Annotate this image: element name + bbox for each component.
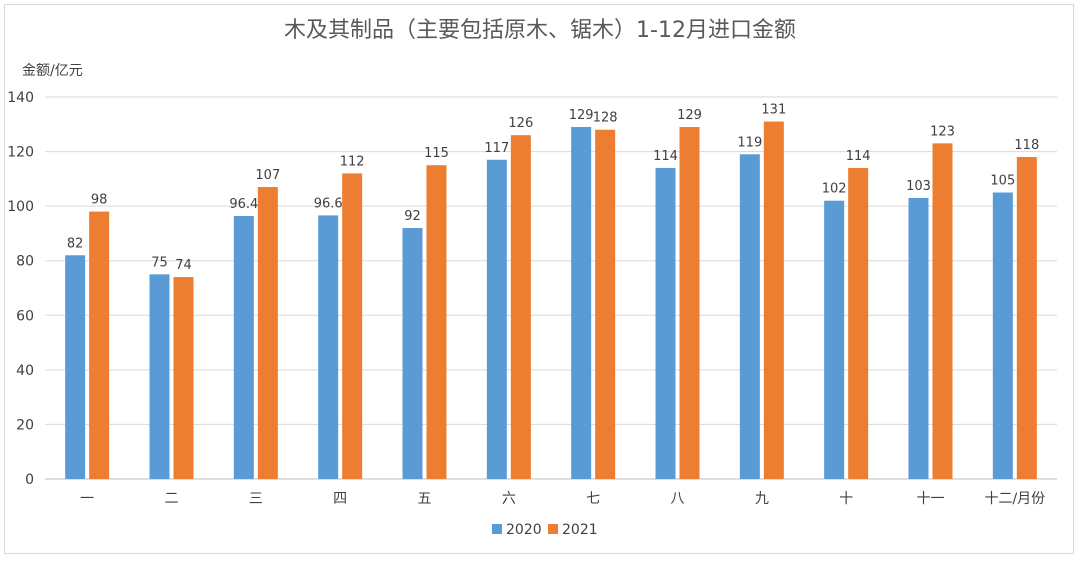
data-label-2021: 115: [424, 146, 449, 161]
data-label-2021: 114: [846, 149, 871, 164]
data-label-2020: 119: [737, 135, 762, 150]
y-tick-label: 100: [7, 199, 34, 215]
data-label-2021: 74: [175, 258, 192, 273]
y-tick-label: 80: [16, 254, 34, 270]
bar-2020: [908, 197, 929, 479]
bar-2021: [342, 173, 363, 479]
bar-2020: [571, 127, 592, 479]
bar-2020: [655, 167, 676, 479]
legend-swatch-2020: [492, 524, 502, 534]
bar-2020: [739, 154, 760, 480]
data-label-2021: 98: [91, 193, 108, 208]
x-tick-label: 三: [249, 491, 263, 507]
data-label-2021: 107: [255, 168, 280, 183]
chart-title: 木及其制品（主要包括原木、锯木）1-12月进口金额: [284, 18, 796, 43]
bar-2021: [932, 143, 953, 479]
legend-swatch-2021: [548, 524, 558, 534]
bar-2020: [486, 159, 507, 479]
x-tick-label: 八: [671, 491, 685, 507]
bar-2021: [763, 121, 784, 480]
y-tick-label: 0: [25, 472, 34, 488]
x-tick-label: 二: [165, 491, 179, 507]
y-tick-label: 60: [16, 308, 34, 324]
x-tick-label: 五: [418, 491, 432, 507]
y-tick-label: 20: [16, 417, 34, 433]
data-label-2020: 102: [822, 182, 847, 197]
bar-2021: [679, 127, 700, 479]
bar-2021: [89, 211, 110, 479]
data-label-2020: 103: [906, 179, 931, 194]
y-tick-label: 40: [16, 363, 34, 379]
bar-2021: [595, 129, 616, 479]
x-tick-label: 十一: [917, 491, 945, 507]
legend-label-2021: 2021: [562, 522, 598, 538]
bar-2020: [65, 255, 86, 479]
data-label-2020: 75: [151, 255, 168, 270]
bar-2021: [173, 277, 194, 479]
data-label-2020: 129: [569, 108, 594, 123]
x-tick-label: 十二/月份: [984, 491, 1045, 507]
y-axis-label: 金额/亿元: [22, 63, 83, 79]
data-label-2020: 117: [484, 141, 509, 156]
bar-2021: [257, 187, 278, 480]
data-label-2021: 128: [593, 111, 618, 126]
x-tick-label: 四: [333, 491, 347, 507]
y-tick-label: 140: [7, 90, 34, 106]
data-label-2020: 105: [990, 174, 1015, 189]
data-label-2021: 129: [677, 108, 702, 123]
bar-2021: [510, 135, 531, 479]
bar-2021: [426, 165, 447, 479]
data-label-2021: 112: [340, 154, 365, 169]
bar-2020: [149, 274, 170, 479]
y-tick-label: 120: [7, 145, 34, 161]
data-label-2020: 114: [653, 149, 678, 164]
bar-2020: [992, 192, 1013, 479]
data-label-2020: 96.4: [229, 197, 258, 212]
bar-2020: [233, 215, 254, 480]
data-label-2021: 123: [930, 124, 955, 139]
bar-2021: [848, 167, 869, 479]
x-tick-label: 六: [502, 491, 516, 507]
legend-label-2020: 2020: [506, 522, 542, 538]
data-label-2021: 131: [761, 103, 786, 118]
data-label-2021: 126: [508, 116, 533, 131]
data-label-2020: 96.6: [314, 196, 343, 211]
bar-2021: [1016, 157, 1037, 479]
bar-2020: [402, 227, 423, 479]
bar-2020: [824, 200, 845, 479]
x-tick-label: 七: [586, 491, 600, 507]
bar-2020: [318, 215, 339, 480]
data-label-2020: 92: [404, 209, 421, 224]
data-label-2021: 118: [1014, 138, 1039, 153]
data-label-2020: 82: [67, 236, 84, 251]
x-tick-label: 一: [80, 491, 94, 507]
x-tick-label: 十: [839, 491, 853, 507]
x-tick-label: 九: [755, 491, 769, 507]
